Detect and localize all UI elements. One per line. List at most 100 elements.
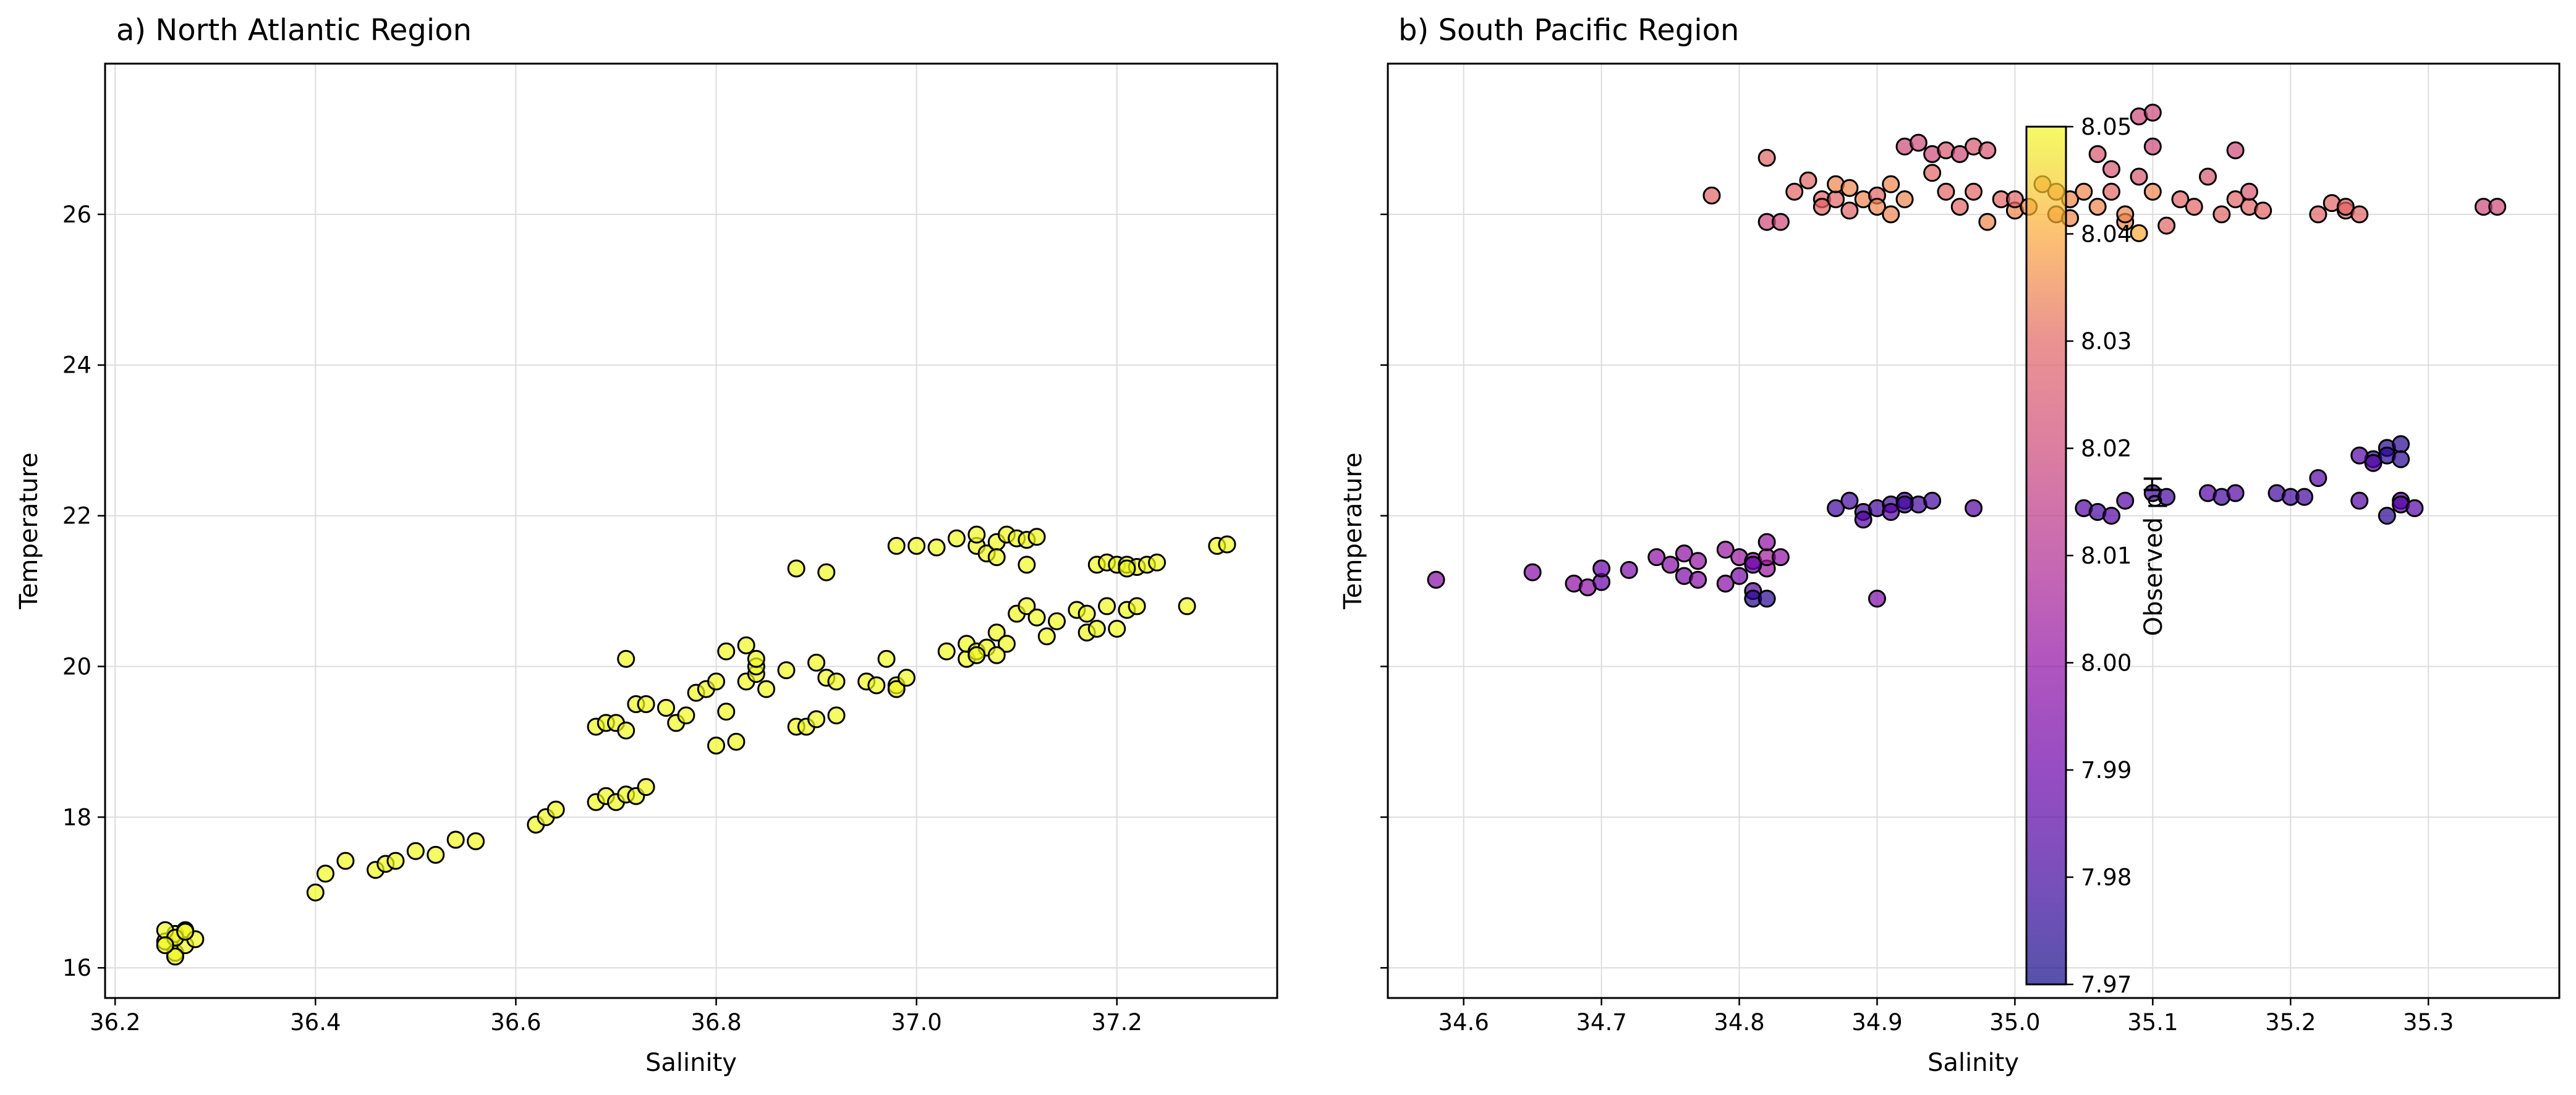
scatter-point: [867, 676, 886, 695]
panel-b-xtick-label: 35.3: [2403, 1009, 2454, 1036]
scatter-point: [747, 649, 765, 668]
scatter-point: [1716, 540, 1735, 559]
scatter-point: [1744, 556, 1762, 574]
panel-north-atlantic: a) North Atlantic Region 36.2 36.4 36.6 36.…: [15, 13, 1278, 1077]
scatter-point: [1771, 213, 1790, 231]
colorbar-tick-label: 7.98: [2081, 865, 2132, 891]
colorbar-gradient: [2026, 127, 2066, 984]
panel-b-grid: [1388, 64, 2559, 998]
panel-b-points: [1427, 103, 2507, 608]
scatter-point: [677, 706, 695, 725]
scatter-point: [1758, 590, 1776, 608]
scatter-point: [987, 646, 1006, 664]
scatter-point: [1118, 559, 1136, 578]
panel-b-xtick-label: 34.6: [1438, 1009, 1489, 1036]
scatter-point: [617, 721, 635, 740]
scatter-point: [2157, 216, 2176, 235]
scatter-point: [1799, 171, 1817, 190]
scatter-point: [2102, 507, 2120, 525]
scatter-point: [317, 865, 335, 883]
colorbar-label: Observed pH: [2140, 475, 2168, 636]
scatter-point: [1882, 205, 1900, 224]
scatter-point: [1218, 535, 1236, 554]
scatter-point: [2405, 499, 2424, 517]
scatter-point: [2088, 198, 2107, 216]
scatter-point: [1882, 175, 1900, 193]
scatter-point: [2130, 167, 2148, 186]
panel-b-title: b) South Pacific Region: [1398, 13, 1739, 48]
scatter-point: [617, 649, 635, 668]
scatter-point: [2157, 488, 2176, 506]
panel-b-xtick-label: 34.7: [1576, 1009, 1626, 1036]
scatter-point: [446, 831, 465, 849]
scatter-point: [176, 923, 195, 941]
scatter-point: [727, 732, 746, 751]
scatter-point: [1620, 560, 1638, 579]
scatter-point: [707, 737, 726, 755]
colorbar-tick-label: 8.04: [2081, 221, 2132, 248]
colorbar-tick-label: 8.00: [2081, 650, 2132, 677]
scatter-point: [1923, 164, 1942, 182]
scatter-point: [937, 642, 956, 661]
scatter-point: [777, 661, 796, 680]
scatter-point: [1978, 213, 1997, 231]
scatter-point: [2143, 137, 2162, 156]
scatter-point: [1868, 590, 1886, 608]
colorbar-tick-label: 8.03: [2081, 328, 2132, 355]
scatter-point: [2350, 446, 2369, 465]
colorbar-tick-label: 8.01: [2081, 543, 2132, 569]
scatter-point: [997, 635, 1016, 653]
scatter-point: [1592, 559, 1611, 578]
scatter-point: [1647, 548, 1666, 567]
scatter-point: [1868, 198, 1886, 216]
scatter-point: [1078, 604, 1096, 623]
scatter-point: [1923, 491, 1942, 510]
scatter-point: [887, 680, 906, 698]
panel-a-xtick-label: 37.0: [891, 1009, 942, 1036]
scatter-point: [2143, 103, 2162, 122]
scatter-point: [967, 525, 986, 544]
scatter-point: [827, 672, 846, 691]
scatter-point: [2005, 190, 2024, 208]
panel-b-frame: [1387, 62, 2561, 999]
scatter-point: [807, 653, 826, 672]
scatter-point: [1882, 503, 1900, 522]
scatter-point: [2185, 198, 2203, 216]
scatter-point: [1895, 190, 1914, 208]
panel-a-xtick-label: 36.6: [490, 1009, 541, 1036]
scatter-point: [1950, 145, 1969, 163]
scatter-point: [2295, 488, 2314, 506]
colorbar-tick-label: 8.02: [2081, 436, 2132, 462]
scatter-point: [2350, 491, 2369, 510]
scatter-point: [1087, 620, 1106, 638]
panel-a-grid: [105, 64, 1277, 998]
scatter-point: [947, 529, 966, 548]
scatter-point: [1661, 556, 1680, 574]
scatter-point: [2364, 454, 2383, 472]
scatter-point: [1716, 574, 1735, 593]
scatter-point: [1730, 567, 1748, 585]
scatter-point: [2143, 182, 2162, 201]
panel-a-title: a) North Atlantic Region: [116, 13, 472, 48]
panel-a-points: [156, 525, 1236, 966]
scatter-point: [1047, 612, 1066, 630]
scatter-point: [1523, 563, 1542, 581]
panel-south-pacific: b) South Pacific Region 34.6 34.7 34.8 34.9…: [1339, 13, 2561, 1077]
panel-b-xtick-label: 35.1: [2127, 1009, 2178, 1036]
scatter-point: [637, 695, 655, 713]
scatter-point: [707, 672, 726, 691]
colorbar-tick-label: 7.97: [2081, 971, 2132, 998]
scatter-point: [306, 883, 325, 902]
scatter-point: [467, 832, 485, 850]
panel-a-xtick-label: 37.2: [1092, 1009, 1142, 1036]
scatter-point: [1178, 597, 1196, 615]
scatter-point: [967, 646, 986, 664]
colorbar-tick-label: 8.05: [2081, 114, 2132, 140]
scatter-point: [1840, 201, 1859, 220]
panel-a-xlabel: Salinity: [645, 1049, 737, 1077]
scatter-point: [336, 852, 355, 870]
scatter-point: [807, 710, 826, 729]
scatter-point: [2488, 198, 2507, 216]
scatter-point: [2392, 450, 2410, 468]
scatter-point: [1148, 553, 1167, 572]
